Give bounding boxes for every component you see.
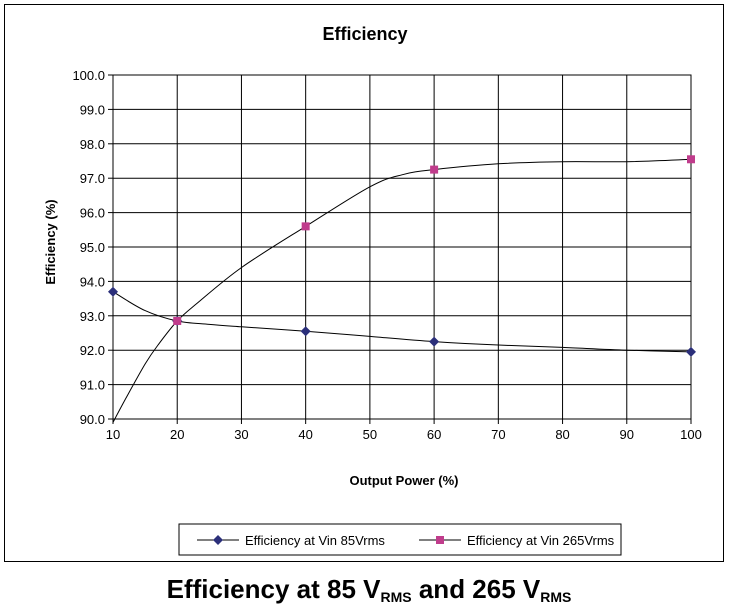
y-tick-label: 91.0 <box>80 378 105 393</box>
y-tick-label: 96.0 <box>80 206 105 221</box>
x-tick-label: 70 <box>491 427 505 442</box>
y-tick-label: 95.0 <box>80 240 105 255</box>
x-tick-label: 80 <box>555 427 569 442</box>
data-point-85v <box>108 286 118 297</box>
y-tick-label: 92.0 <box>80 343 105 358</box>
data-point-265v <box>301 222 310 231</box>
x-tick-label: 50 <box>363 427 377 442</box>
y-tick-label: 100.0 <box>72 68 105 83</box>
caption-subscript-a: RMS <box>380 589 412 605</box>
x-tick-label: 60 <box>427 427 441 442</box>
y-tick-label: 93.0 <box>80 309 105 324</box>
caption-text-b: and 265 V <box>411 574 541 604</box>
y-tick-label: 99.0 <box>80 102 105 117</box>
legend-box <box>178 523 622 556</box>
chart-title: Efficiency <box>322 24 407 44</box>
x-tick-label: 20 <box>170 427 184 442</box>
y-axis-label: Efficiency (%) <box>43 199 58 284</box>
x-axis-label: Output Power (%) <box>349 473 458 488</box>
x-tick-label: 100 <box>680 427 702 442</box>
figure-caption: Efficiency at 85 VRMS and 265 VRMS <box>0 574 738 605</box>
y-tick-label: 98.0 <box>80 137 105 152</box>
legend-label-265v: Efficiency at Vin 265Vrms <box>467 533 615 548</box>
data-point-85v <box>300 326 311 337</box>
data-point-265v <box>687 155 695 164</box>
legend-diamond-marker <box>213 535 223 545</box>
x-tick-label: 90 <box>620 427 634 442</box>
caption-text-a: Efficiency at 85 V <box>166 574 381 604</box>
x-tick-label: 30 <box>234 427 248 442</box>
data-point-85v <box>429 336 440 347</box>
y-tick-label: 94.0 <box>80 274 105 289</box>
series-line-265v <box>112 158 692 423</box>
data-point-265v <box>430 165 439 174</box>
legend-label-85v: Efficiency at Vin 85Vrms <box>245 533 385 548</box>
chart-frame: Efficiency 10 20 30 40 50 60 70 80 90 100 90.0 91.0… <box>4 4 724 562</box>
x-tick-label: 40 <box>298 427 312 442</box>
caption-subscript-b: RMS <box>540 589 572 605</box>
legend-square-marker <box>436 536 444 544</box>
data-point-265v <box>173 316 182 325</box>
y-tick-label: 90.0 <box>80 412 105 427</box>
y-tick-label: 97.0 <box>80 171 105 186</box>
efficiency-chart: Efficiency 10 20 30 40 50 60 70 80 90 100 90.0 91.0… <box>43 24 702 556</box>
x-tick-label: 10 <box>106 427 120 442</box>
data-point-85v <box>686 346 696 357</box>
legend: Efficiency at Vin 85Vrms Efficiency at V… <box>178 523 622 556</box>
